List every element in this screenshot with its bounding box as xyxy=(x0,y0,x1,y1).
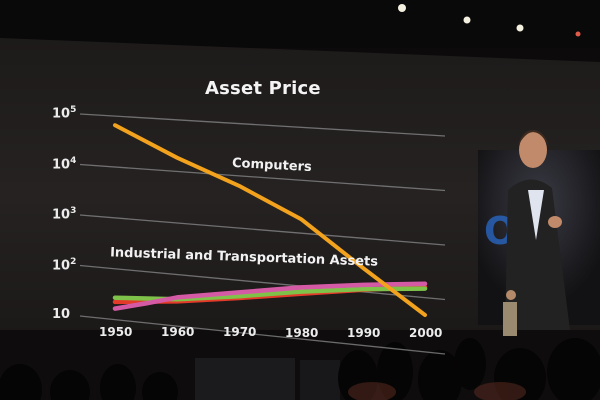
chart-title: Asset Price xyxy=(205,78,321,99)
presenter xyxy=(503,290,517,336)
ceiling xyxy=(0,0,600,48)
x-tick-label: 2000 xyxy=(409,326,443,340)
podium xyxy=(195,358,295,400)
x-tick-label: 1960 xyxy=(161,325,195,340)
ceiling-light xyxy=(516,24,524,32)
series-line-industrial-3 xyxy=(112,281,428,311)
gridline xyxy=(79,315,446,355)
ceiling-light xyxy=(398,4,406,12)
x-tick-label: 1980 xyxy=(285,325,319,340)
y-tick-label: 103 xyxy=(52,206,77,223)
speaker-on-screen xyxy=(505,130,570,330)
gridline xyxy=(79,113,446,137)
x-tick-label: 1970 xyxy=(223,325,257,340)
y-tick-label: 104 xyxy=(52,155,77,172)
ceiling-light xyxy=(575,31,581,37)
grid xyxy=(79,113,446,355)
audience-highlights xyxy=(348,382,526,400)
x-tick-label: 1990 xyxy=(347,325,381,340)
y-tick-label: 105 xyxy=(52,105,77,122)
projection-screen xyxy=(0,38,600,352)
y-tick-label: 102 xyxy=(52,256,77,273)
gridline xyxy=(79,264,446,301)
ceiling-light xyxy=(463,16,471,24)
x-tick-label: 1950 xyxy=(99,325,133,339)
podium xyxy=(300,360,340,400)
series-line-computers xyxy=(113,123,427,317)
gridline xyxy=(79,163,446,192)
gridline xyxy=(79,214,446,246)
series-lines xyxy=(112,123,428,317)
y-tick-label: 10 xyxy=(52,307,71,322)
